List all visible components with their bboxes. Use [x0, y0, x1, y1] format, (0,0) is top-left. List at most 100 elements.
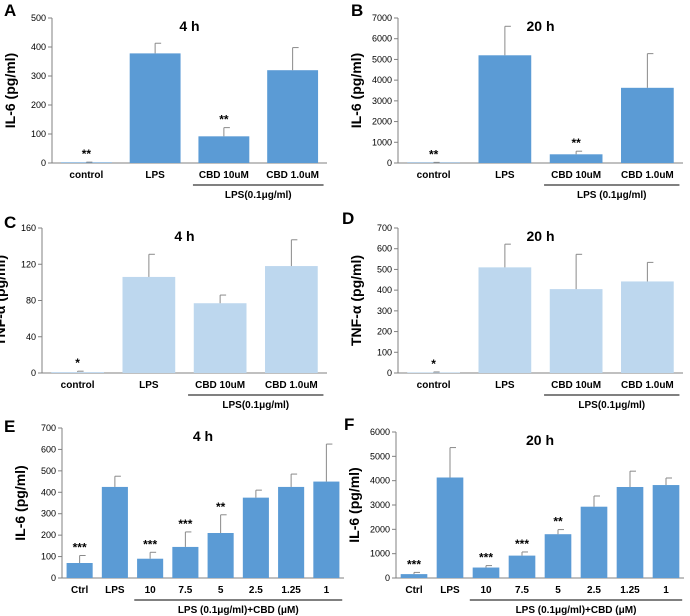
group-label: LPS (0.1μg/ml)+CBD (μM) — [178, 605, 299, 616]
bar — [122, 276, 176, 373]
category-label: 10 — [145, 585, 157, 596]
y-tick-label: 200 — [31, 100, 46, 110]
y-tick-label: 4000 — [372, 75, 392, 85]
y-tick-label: 300 — [377, 306, 392, 316]
panel-label: D — [342, 209, 354, 228]
category-label: 10 — [480, 585, 492, 596]
significance-marker: ** — [219, 113, 229, 127]
y-tick-label: 100 — [377, 347, 392, 357]
y-tick-label: 2000 — [372, 117, 392, 127]
y-tick-label: 80 — [26, 296, 36, 306]
panel-b: B 20 h IL-6 (pg/ml) 0 1000 2000 3000 4000 5000 60… — [348, 1, 683, 201]
significance-marker: *** — [515, 537, 529, 551]
y-tick-label: 600 — [377, 244, 392, 254]
y-tick-label: 400 — [377, 285, 392, 295]
y-tick-label: 160 — [21, 223, 36, 233]
category-label: CBD 10uM — [551, 380, 601, 391]
y-tick-label: 500 — [41, 466, 56, 476]
panel-d: D 20 h TNF-α (pg/ml) 0 100 200 300 400 500 600 700… — [342, 209, 683, 411]
category-label: Ctrl — [405, 585, 422, 596]
bar — [129, 53, 181, 163]
chart-title: 4 h — [174, 228, 194, 244]
bar — [580, 506, 608, 578]
bar — [60, 162, 112, 163]
category-label: 1.25 — [620, 585, 640, 596]
category-label: 7.5 — [178, 585, 192, 596]
panel-c: C 4 h TNF-α (pg/ml) 0 40 80 120 160 * control LPS C… — [0, 213, 327, 411]
y-tick-label: 3000 — [370, 500, 390, 510]
bar — [207, 533, 234, 578]
y-axis-label: TNF-α (pg/ml) — [348, 255, 364, 346]
group-label: LPS (0.1μg/ml)+CBD (μM) — [516, 605, 637, 616]
bar — [193, 303, 247, 373]
category-label: 1.25 — [281, 585, 301, 596]
bar — [549, 154, 603, 163]
category-label: LPS — [495, 380, 515, 391]
bar — [478, 267, 532, 373]
y-axis-label: IL-6 (pg/ml) — [12, 465, 28, 540]
category-label: LPS — [139, 380, 159, 391]
category-label: CBD 1.0uM — [621, 380, 674, 391]
y-tick-label: 120 — [21, 259, 36, 269]
significance-marker: *** — [73, 541, 87, 555]
category-label: control — [69, 170, 103, 181]
category-label: control — [61, 380, 95, 391]
group-label: LPS(0.1μg/ml) — [578, 400, 645, 411]
y-tick-label: 400 — [41, 487, 56, 497]
y-tick-label: 700 — [41, 423, 56, 433]
bar — [478, 55, 532, 163]
category-label: 2.5 — [587, 585, 601, 596]
bar — [400, 574, 428, 578]
panel-label: B — [351, 1, 363, 20]
bar — [198, 136, 250, 163]
significance-marker: *** — [479, 551, 493, 565]
y-tick-label: 1000 — [370, 549, 390, 559]
bar — [616, 486, 644, 578]
y-tick-label: 2000 — [370, 524, 390, 534]
bar — [313, 481, 340, 578]
bar — [549, 289, 603, 373]
y-tick-label: 5000 — [370, 451, 390, 461]
group-label: LPS(0.1μg/ml) — [222, 400, 289, 411]
significance-marker: ** — [571, 136, 581, 150]
chart-title: 20 h — [526, 432, 554, 448]
significance-marker: * — [431, 357, 436, 371]
y-tick-label: 0 — [387, 368, 392, 378]
category-label: 5 — [555, 585, 561, 596]
significance-marker: * — [75, 356, 80, 370]
category-label: LPS — [495, 170, 515, 181]
y-tick-label: 100 — [41, 552, 56, 562]
y-axis-label: IL-6 (pg/ml) — [2, 53, 18, 128]
category-label: LPS — [105, 585, 125, 596]
category-label: LPS — [145, 170, 165, 181]
bar — [621, 281, 674, 373]
chart-title: 4 h — [193, 428, 213, 444]
bar — [278, 486, 305, 578]
y-axis-label: IL-6 (pg/ml) — [346, 467, 362, 542]
significance-marker: ** — [216, 500, 226, 514]
category-label: CBD 10uM — [195, 380, 245, 391]
bar — [652, 485, 680, 578]
y-tick-label: 0 — [31, 368, 36, 378]
panel-e: E 4 h IL-6 (pg/ml) 0 100 200 300 400 500 600 700 **… — [4, 417, 344, 616]
bar — [508, 555, 536, 578]
significance-marker: *** — [407, 557, 421, 571]
bar — [172, 546, 199, 578]
y-tick-label: 0 — [387, 158, 392, 168]
y-tick-label: 6000 — [372, 34, 392, 44]
y-tick-label: 40 — [26, 332, 36, 342]
category-label: 7.5 — [515, 585, 529, 596]
bar — [407, 372, 460, 373]
y-tick-label: 6000 — [370, 427, 390, 437]
chart-title: 20 h — [526, 228, 554, 244]
category-label: 2.5 — [249, 585, 263, 596]
category-label: control — [417, 380, 451, 391]
y-tick-label: 700 — [377, 223, 392, 233]
significance-marker: ** — [82, 147, 92, 161]
bar — [101, 486, 128, 578]
y-tick-label: 0 — [41, 158, 46, 168]
category-label: LPS — [440, 585, 460, 596]
chart-title: 4 h — [179, 18, 199, 34]
group-label: LPS (0.1μg/ml) — [577, 190, 646, 201]
